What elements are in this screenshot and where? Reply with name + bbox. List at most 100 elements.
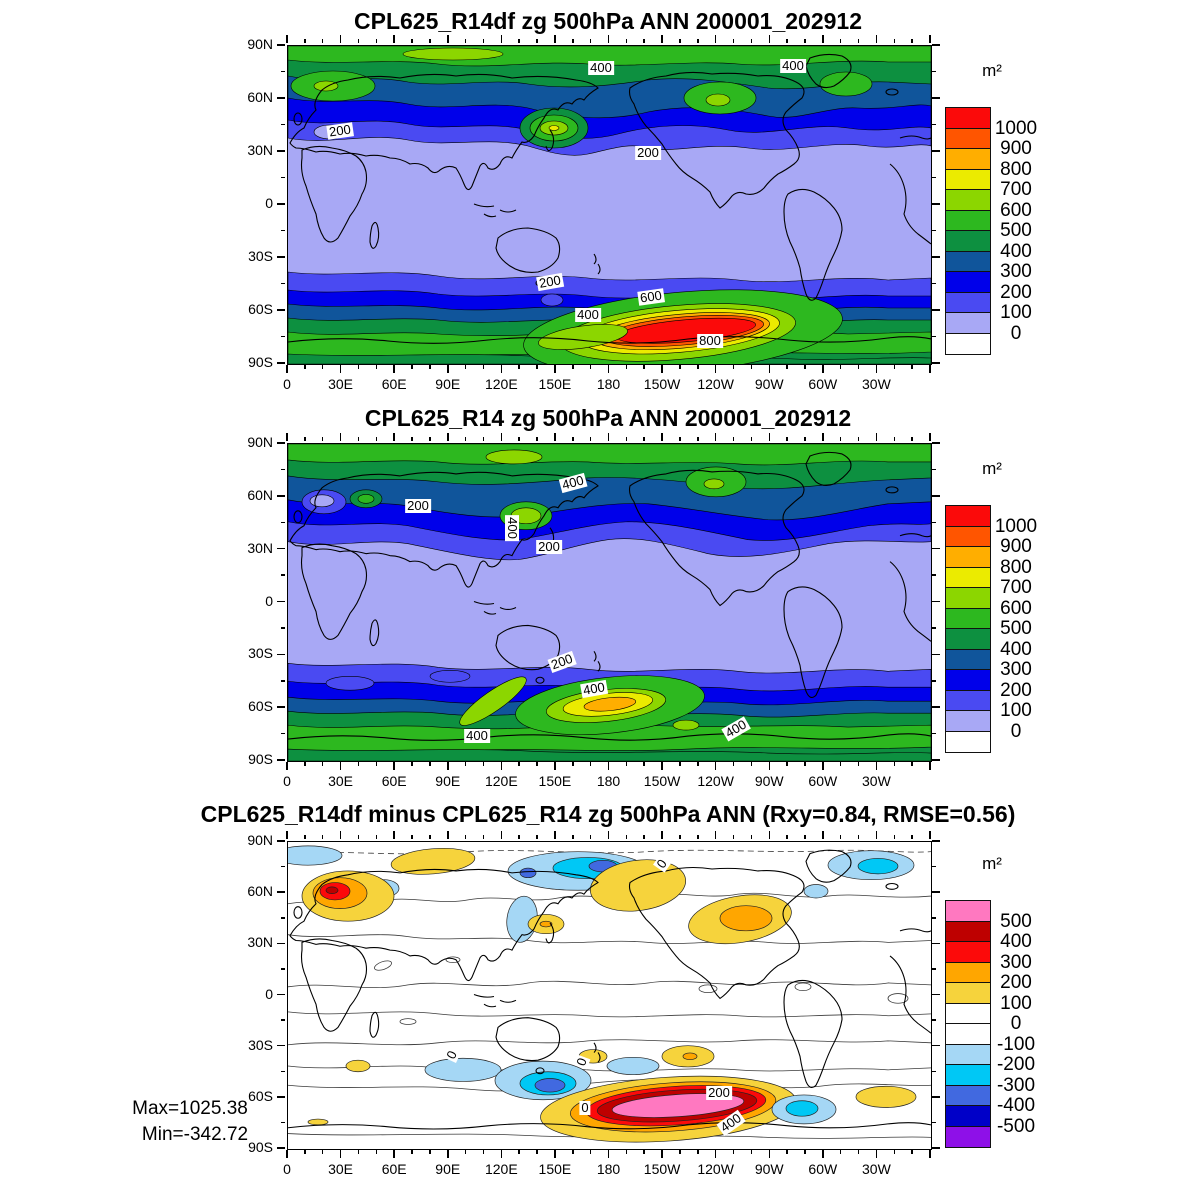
- colorbar-swatch: [946, 649, 990, 670]
- y-tick-mark: [277, 362, 285, 364]
- y-tick-mark: [277, 1147, 285, 1149]
- x-tick-mark: [750, 1150, 753, 1154]
- x-tick-mark: [643, 365, 645, 369]
- x-tick-mark: [464, 1150, 467, 1154]
- y-tick-mark: [932, 547, 940, 550]
- x-tick-mark: [679, 39, 681, 43]
- colorbar-tick-label: 100: [1000, 992, 1032, 1014]
- x-tick-mark: [375, 437, 378, 441]
- colorbar-swatch: [946, 670, 990, 691]
- colorbar-tick-label: -100: [996, 1033, 1036, 1055]
- panel-2-title: CPL625_R14 zg 500hPa ANN 200001_202912: [364, 405, 852, 431]
- x-tick-mark: [839, 437, 842, 441]
- x-tick-mark: [768, 1150, 770, 1158]
- x-tick-mark: [857, 835, 860, 839]
- panel-3-map: 0 0 0 0 200 400: [287, 841, 932, 1150]
- x-tick-mark: [714, 365, 717, 373]
- x-tick-mark: [875, 433, 878, 441]
- colorbar-swatch: [946, 526, 990, 547]
- x-tick-label: 180: [596, 773, 621, 789]
- x-tick-mark: [482, 437, 485, 441]
- x-tick-label: 30E: [328, 773, 354, 789]
- x-tick-mark: [750, 835, 753, 839]
- y-tick-mark: [932, 917, 936, 919]
- x-tick-mark: [429, 835, 431, 839]
- x-tick-mark: [464, 835, 467, 839]
- colorbar-swatch: [946, 108, 990, 129]
- colorbar-swatch: [946, 149, 990, 170]
- x-tick-mark: [607, 1150, 610, 1158]
- x-tick-mark: [554, 35, 556, 43]
- y-tick-mark: [932, 1121, 936, 1124]
- x-tick-mark: [839, 762, 842, 766]
- y-tick-mark: [932, 653, 940, 656]
- y-tick-mark: [932, 442, 940, 444]
- colorbar-tick-label: -400: [996, 1095, 1036, 1116]
- x-tick-mark: [536, 437, 538, 441]
- colorbar-tick-label: 400: [1000, 240, 1032, 262]
- panel-3-difference-plot: [288, 842, 931, 1149]
- x-tick-mark: [429, 39, 431, 43]
- x-tick-mark: [697, 437, 699, 441]
- x-tick-mark: [339, 365, 342, 373]
- x-tick-mark: [482, 762, 485, 766]
- x-tick-label: 90E: [435, 773, 461, 789]
- x-tick-mark: [929, 35, 931, 43]
- colorbar-units-label: m²: [982, 854, 1002, 873]
- y-tick-mark: [277, 442, 285, 444]
- x-tick-mark: [607, 433, 610, 441]
- x-tick-mark: [447, 831, 449, 839]
- colorbar-swatch: [946, 313, 990, 334]
- x-tick-label: 60E: [381, 376, 407, 392]
- y-tick-mark: [281, 917, 285, 919]
- x-tick-mark: [822, 1150, 824, 1158]
- y-tick-mark: [932, 1070, 936, 1072]
- x-tick-label: 90E: [435, 1161, 461, 1177]
- x-tick-mark: [589, 437, 592, 441]
- x-tick-mark: [589, 365, 592, 369]
- x-tick-mark: [714, 35, 717, 43]
- x-tick-mark: [393, 365, 395, 373]
- x-tick-mark: [857, 365, 860, 369]
- x-tick-mark: [786, 39, 788, 43]
- y-tick-mark: [281, 1019, 285, 1021]
- x-tick-mark: [839, 39, 842, 43]
- x-tick-mark: [804, 835, 806, 839]
- colorbar-swatch: [946, 1106, 990, 1127]
- x-tick-mark: [357, 365, 360, 369]
- x-tick-mark: [625, 1150, 628, 1154]
- x-tick-mark: [893, 762, 896, 766]
- y-tick-label: 30N: [247, 539, 273, 556]
- colorbar-tick-label: 200: [1000, 679, 1032, 701]
- x-tick-label: 150W: [643, 773, 681, 789]
- colorbar-swatch: [946, 128, 990, 149]
- y-tick-mark: [932, 176, 936, 179]
- colorbar-tick-label: 500: [1000, 220, 1032, 241]
- y-tick-mark: [932, 891, 940, 893]
- x-tick-mark: [321, 365, 324, 369]
- colorbar-swatch: [946, 210, 990, 231]
- y-tick-mark: [932, 282, 936, 285]
- colorbar-tick-label: 100: [1000, 302, 1032, 323]
- y-tick-mark: [932, 600, 940, 603]
- x-tick-mark: [822, 365, 824, 373]
- min-label: Min=-342.72: [141, 1124, 249, 1145]
- y-tick-mark: [932, 362, 940, 364]
- colorbar-tick-label: 300: [1000, 951, 1032, 973]
- x-tick-mark: [304, 1150, 306, 1154]
- x-tick-mark: [357, 1150, 360, 1154]
- x-tick-mark: [554, 762, 556, 770]
- y-tick-mark: [932, 123, 936, 126]
- colorbar-tick-label: 700: [1000, 179, 1032, 200]
- x-tick-mark: [393, 433, 395, 441]
- y-tick-mark: [277, 653, 285, 656]
- colorbar-swatch: [946, 1003, 990, 1024]
- x-tick-mark: [411, 1150, 413, 1154]
- x-tick-mark: [804, 437, 806, 441]
- x-tick-mark: [500, 433, 503, 441]
- x-tick-label: 120E: [484, 773, 518, 789]
- y-tick-label: 30S: [248, 1036, 273, 1053]
- x-tick-mark: [679, 1150, 681, 1154]
- y-tick-mark: [281, 574, 285, 576]
- x-tick-mark: [768, 433, 770, 441]
